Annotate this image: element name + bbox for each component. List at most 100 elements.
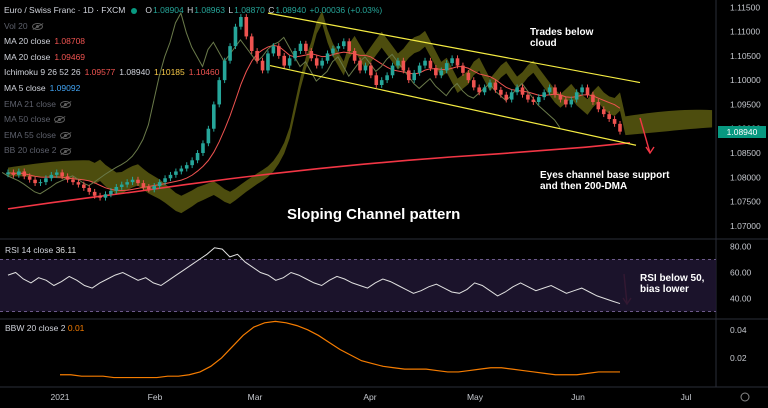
candle-body [87,187,92,192]
lagging-span-line [1,11,561,195]
candle-body [406,70,411,81]
price-tick-label: 1.11500 [730,2,760,12]
high-value: 1.08963 [194,5,225,15]
candle-body [130,179,135,183]
legend-vol[interactable]: Vol 20 [4,19,383,35]
arrow-shaft [639,117,651,154]
candle-body [601,109,606,115]
candles-group [6,14,622,201]
candle-body [477,87,481,93]
ma20a-value: 1.08708 [54,36,86,47]
candle-body [163,178,167,183]
candle-body [190,160,194,166]
candle-body [222,60,227,81]
ichimoku-value-4: 1.10460 [188,67,220,78]
rsi-line [7,247,621,305]
candle-body [504,94,509,100]
current-price-tag: 1.08940 [718,126,766,138]
time-tick-label: Jun [571,392,585,402]
candle-body [217,80,222,105]
hidden-eye-icon[interactable] [31,22,43,30]
candle-body [526,94,530,100]
ichimoku-value-3: 1.10185 [154,67,185,78]
legend-ema55[interactable]: EMA 55 close [4,128,383,144]
bbw-legend[interactable]: BBW 20 close 2 0.01 [5,323,85,333]
candle-body [109,190,113,195]
legend-ma5[interactable]: MA 5 close 1.09092 [4,81,383,97]
rsi-tick-label: 40.00 [730,294,752,304]
candle-body [396,60,400,66]
close-value: 1.08940 [275,5,307,15]
candle-body [493,82,498,90]
candle-body [455,58,460,66]
legend-ma20a[interactable]: MA 20 close 1.08708 [4,34,383,50]
candle-body [287,58,292,66]
hidden-eye-icon[interactable] [54,116,66,124]
candle-body [76,182,81,185]
legend-bb[interactable]: BB 20 close 2 [4,143,383,159]
candle-body [22,171,27,177]
bbw-tick-label: 0.02 [730,353,747,363]
candle-body [363,65,368,71]
candle-body [553,87,557,95]
hidden-eye-icon[interactable] [59,100,71,108]
candle-body [114,187,119,191]
candle-body [607,114,611,119]
candle-body [434,68,438,76]
candle-body [439,70,444,76]
candle-body [596,102,601,110]
candle-body [341,41,346,47]
candle-body [450,58,454,64]
channel-lower-line [269,64,637,146]
bbw-line [60,320,620,379]
candle-body [564,99,568,105]
hidden-eye-icon[interactable] [59,132,71,140]
candle-body [482,87,487,93]
rsi-legend[interactable]: RSI 14 close 36.11 [5,245,77,255]
time-tick-label: Jul [681,392,692,402]
legend-ichimoku[interactable]: Ichimoku 9 26 52 26 1.09577 1.08940 1.10… [4,65,383,81]
candle-body [92,191,97,196]
time-tick-label: Apr [363,392,376,402]
candle-body [591,94,595,102]
symbol-title[interactable]: Euro / Swiss Franc · 1D · FXCM [4,5,126,15]
candle-body [509,92,514,100]
candle-body [618,123,622,132]
rsi-band [0,259,716,312]
candle-body [6,172,10,175]
candle-body [304,43,308,51]
hidden-eye-icon[interactable] [60,147,72,155]
legend-ma20b[interactable]: MA 20 close 1.09469 [4,50,383,66]
candle-body [174,171,178,175]
candle-body [369,65,373,76]
candle-body [569,99,574,105]
candle-body [60,172,64,177]
candle-body [271,46,276,54]
candle-body [515,87,519,93]
candle-body [27,176,32,180]
candle-body [499,89,503,95]
candle-body [401,60,406,71]
candle-body [379,80,384,85]
price-tick-label: 1.07000 [730,221,761,231]
price-tick-label: 1.08500 [730,148,761,158]
candle-body [65,176,70,180]
candle-body [152,186,157,190]
candle-body [125,182,129,185]
legend-ema21[interactable]: EMA 21 close [4,97,383,113]
ma200-line [7,142,631,210]
open-value: 1.08904 [153,5,184,15]
annotation-support: Eyes channel base support and then 200-D… [540,170,670,192]
arrow-head [645,146,655,155]
settings-gear-icon[interactable] [740,392,750,402]
candle-body [168,174,173,179]
candle-body [585,87,590,95]
ma20b-value: 1.09469 [54,51,86,62]
candle-body [228,46,232,61]
time-tick-label: 2021 [51,392,70,402]
legend-ma50[interactable]: MA 50 close [4,112,383,128]
candle-body [471,80,476,88]
bbw-tick-label: 0.04 [730,325,747,335]
candle-body [266,53,270,71]
candle-body [314,58,319,66]
